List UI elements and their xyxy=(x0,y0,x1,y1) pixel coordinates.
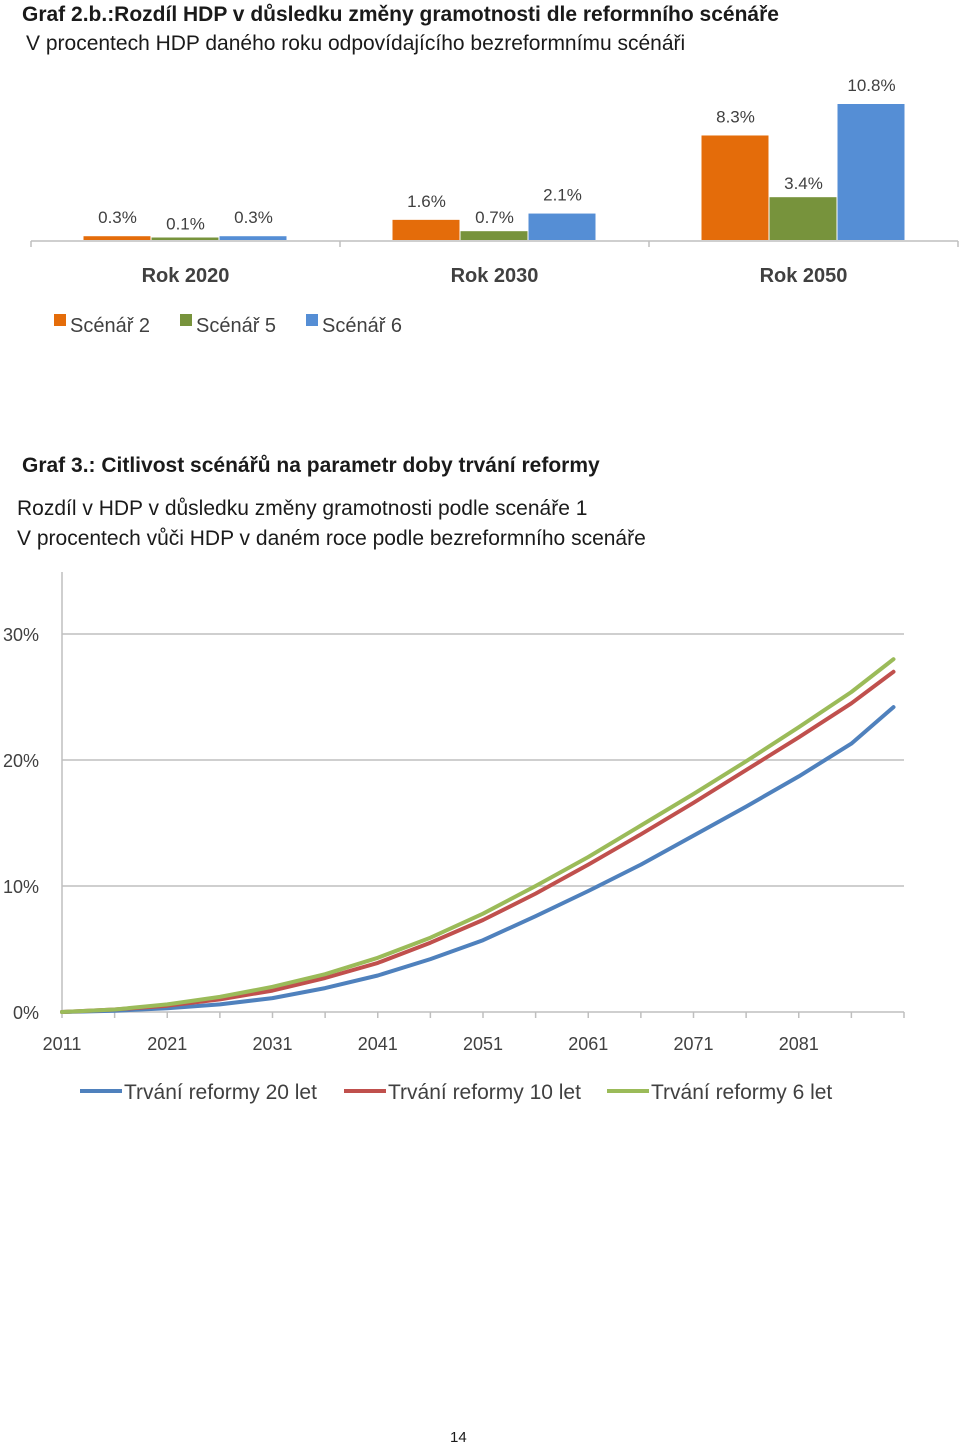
line-chart: 0% 10% 20% 30% 2011 2021 2031 2041 2051 2061 2071 2… xyxy=(3,572,905,1104)
bar-data-label: 8.3% xyxy=(716,107,755,126)
bar xyxy=(837,104,905,240)
bar xyxy=(460,231,528,240)
line-x-tick-label: 2081 xyxy=(779,1034,819,1054)
line-legend-label: Trvání reformy 10 let xyxy=(388,1081,581,1104)
bar-legend-swatch xyxy=(180,314,192,326)
line-series xyxy=(60,669,896,1014)
line-series xyxy=(60,657,896,1014)
chart2-subtitle-line2: V procentech vůči HDP v daném roce podle… xyxy=(17,527,646,550)
bar xyxy=(83,236,151,240)
bar xyxy=(392,219,460,240)
line-legend-label: Trvání reformy 6 let xyxy=(651,1081,832,1104)
line-series xyxy=(60,705,896,1014)
chart1-title: Graf 2.b.:Rozdíl HDP v důsledku změny gr… xyxy=(22,3,779,26)
bar xyxy=(701,135,769,240)
bar-data-label: 2.1% xyxy=(543,186,582,205)
bar-legend-swatch xyxy=(306,314,318,326)
line-x-tick-label: 2021 xyxy=(147,1034,187,1054)
chart1-subtitle: V procentech HDP daného roku odpovídajíc… xyxy=(26,32,686,55)
bar xyxy=(528,213,596,240)
line-y-tick-label: 20% xyxy=(3,751,39,771)
bar xyxy=(219,236,287,240)
line-x-tick-label: 2011 xyxy=(43,1034,82,1054)
line-y-tick-label: 10% xyxy=(3,877,39,897)
line-y-tick-label: 0% xyxy=(13,1003,39,1023)
line-x-tick-label: 2051 xyxy=(463,1034,503,1054)
bar-data-label: 0.1% xyxy=(166,215,205,234)
bar-legend-label: Scénář 5 xyxy=(196,315,276,337)
line-x-tick-label: 2031 xyxy=(252,1034,292,1054)
bar-data-label: 0.3% xyxy=(234,208,273,227)
bar xyxy=(769,197,837,240)
line-y-tick-label: 30% xyxy=(3,625,39,645)
bar-category-label: Rok 2020 xyxy=(142,265,230,287)
bar-chart: 0.3% 0.1% 0.3% Rok 2020 1.6% 0.7% 2.1% Rok 2030… xyxy=(30,76,959,337)
bar xyxy=(151,237,219,240)
bar-data-label: 3.4% xyxy=(784,174,823,193)
line-x-tick-label: 2071 xyxy=(673,1034,713,1054)
chart2-subtitle-line1: Rozdíl v HDP v důsledku změny gramotnost… xyxy=(17,497,588,520)
bar-category-label: Rok 2030 xyxy=(451,265,539,287)
bar-legend-label: Scénář 6 xyxy=(322,315,402,337)
line-x-tick-label: 2061 xyxy=(568,1034,608,1054)
bar-legend-label: Scénář 2 xyxy=(70,315,150,337)
page-number: 14 xyxy=(450,1429,467,1446)
bar-data-label: 0.7% xyxy=(475,208,514,227)
bar-legend-swatch xyxy=(54,314,66,326)
bar-data-label: 0.3% xyxy=(98,208,137,227)
chart2-title: Graf 3.: Citlivost scénářů na parametr d… xyxy=(22,454,600,477)
bar-data-label: 1.6% xyxy=(407,192,446,211)
line-legend-label: Trvání reformy 20 let xyxy=(124,1081,317,1104)
bar-category-label: Rok 2050 xyxy=(760,265,848,287)
line-x-tick-label: 2041 xyxy=(358,1034,398,1054)
bar-data-label: 10.8% xyxy=(847,76,895,95)
